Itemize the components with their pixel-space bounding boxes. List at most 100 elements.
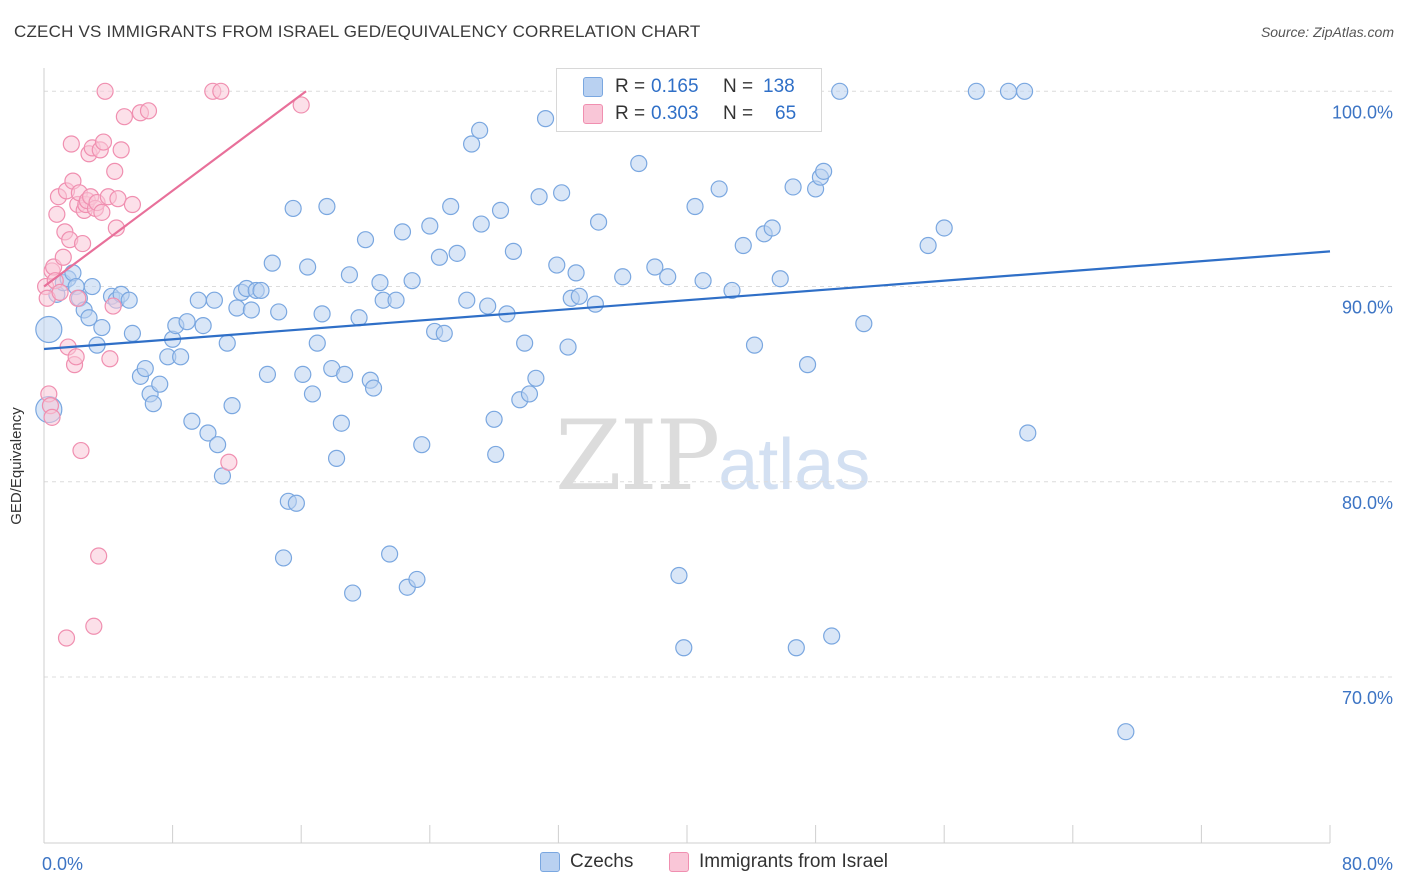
czechs-point (172, 348, 190, 366)
czechs-point (530, 188, 548, 206)
axes (43, 68, 1331, 844)
czechs-point (93, 318, 111, 337)
czechs-point (336, 365, 354, 383)
czechs-point (83, 277, 101, 296)
czechs-point (567, 264, 585, 282)
legend-row-czechs: R = 0.165 N = 138 (583, 75, 795, 99)
czechs-point (686, 197, 704, 216)
bottom-legend-czechs: Czechs (540, 851, 633, 873)
chart-title: CZECH VS IMMIGRANTS FROM ISRAEL GED/EQUI… (14, 22, 701, 41)
czechs-point (815, 162, 833, 180)
czechs-point (263, 254, 281, 272)
czechs-point (199, 424, 217, 442)
czechs-point (252, 281, 270, 300)
czechs-point (332, 414, 350, 432)
czechs-point (421, 217, 439, 235)
israel-point (67, 348, 85, 366)
israel-point (106, 162, 124, 180)
legend-n-value: 65 (775, 103, 797, 124)
czechs-point (462, 135, 481, 153)
czechs-point (318, 197, 336, 216)
legend-row-israel: R = 0.303 N = 65 (583, 102, 796, 126)
czechs-point (408, 570, 426, 589)
israel-point (57, 629, 76, 647)
israel-trend-line (43, 90, 307, 288)
czechs-point (520, 385, 539, 403)
czechs-point (303, 385, 322, 403)
czechs-point (527, 369, 545, 387)
czechs-point (287, 494, 305, 512)
israel-point (109, 190, 127, 208)
x-tick-label: 80.0% (1342, 854, 1393, 874)
czechs-point (472, 215, 490, 233)
czechs-point (479, 297, 497, 315)
israel-point (48, 205, 66, 223)
czechs-point (80, 309, 98, 327)
czechs-point (223, 397, 241, 415)
czechs-point (589, 213, 608, 231)
czechs-point (258, 365, 277, 383)
legend-r-label: R = (615, 76, 646, 97)
czechs-point (471, 121, 489, 139)
czechs-point (205, 291, 223, 309)
czechs-point (1019, 424, 1037, 442)
czechs-point (516, 334, 534, 352)
israel-point (104, 297, 122, 315)
czechs-point (350, 309, 368, 327)
israel-point (101, 350, 119, 368)
czechs-point (344, 584, 362, 602)
czechs-point (356, 231, 375, 249)
legend-swatch-pink (583, 104, 603, 124)
israel-point (51, 283, 69, 301)
czechs-point (694, 272, 712, 290)
czechs-point (430, 248, 449, 266)
czechs-point (120, 291, 138, 309)
czechs-point (504, 242, 522, 260)
czechs-point (784, 178, 802, 196)
czechs-point (763, 219, 781, 237)
czechs-point (675, 639, 693, 657)
czechs-point (228, 299, 246, 317)
czechs-point (935, 219, 953, 237)
czechs-point (659, 268, 677, 286)
czechs-point (274, 549, 293, 567)
israel-point (212, 82, 230, 100)
czechs-point (553, 184, 571, 202)
czechs-point (919, 236, 937, 255)
czechs-points (35, 82, 1135, 741)
czechs-point (570, 287, 588, 305)
czechs-point (448, 244, 466, 262)
czechs-point (548, 256, 566, 274)
czechs-point (771, 270, 789, 288)
czechs-point (586, 295, 604, 313)
czechs-point (151, 375, 169, 393)
y-tick-label: 80.0% (1342, 493, 1393, 513)
y-tick-label: 100.0% (1332, 102, 1393, 122)
czechs-point (435, 324, 453, 342)
legend-n-value: 138 (763, 76, 795, 97)
israel-point (115, 108, 133, 126)
israel-point (43, 408, 61, 426)
czechs-trend-line (43, 250, 1331, 351)
czechs-point (999, 82, 1018, 100)
czechs-point (823, 627, 841, 645)
czechs-point (442, 197, 460, 216)
czechs-point (646, 258, 664, 276)
czechs-point (1117, 723, 1135, 741)
legend-r-value: 0.303 (651, 103, 699, 124)
watermark-zip: ZIP (555, 400, 720, 512)
czechs-point (1015, 82, 1034, 100)
czechs-point (218, 334, 236, 352)
watermark: ZIPatlas (555, 400, 870, 512)
czechs-point (381, 545, 399, 563)
czechs-point (536, 110, 555, 128)
israel-point (292, 96, 310, 114)
czechs-point (393, 223, 412, 241)
bottom-legend-swatch-blue (540, 852, 560, 872)
czechs-point (458, 291, 476, 309)
israel-point (220, 453, 238, 471)
legend-n-label: N = (723, 103, 754, 124)
y-axis-label: GED/Equivalency (8, 407, 25, 525)
czechs-point (734, 236, 752, 255)
czechs-point (559, 338, 577, 356)
